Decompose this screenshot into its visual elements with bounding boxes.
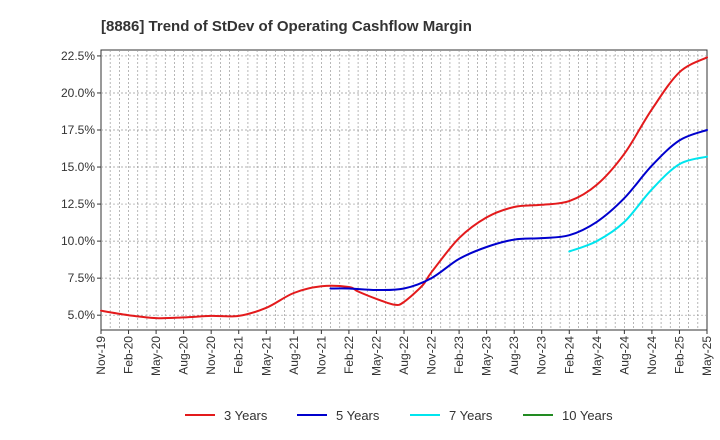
- chart-title: [8886] Trend of StDev of Operating Cashf…: [101, 18, 472, 35]
- x-tick-label: Feb-20: [122, 336, 136, 374]
- x-tick-label: Nov-19: [94, 336, 108, 375]
- x-tick-label: May-21: [259, 336, 273, 376]
- x-tick-label: Nov-24: [645, 336, 659, 375]
- x-tick-label: Aug-21: [287, 336, 301, 375]
- y-tick-label: 22.5%: [61, 49, 95, 63]
- x-tick-label: Feb-23: [452, 336, 466, 374]
- gridlines: [101, 50, 707, 330]
- legend-label-5-years: 5 Years: [336, 408, 380, 423]
- x-tick-label: Nov-22: [425, 336, 439, 375]
- series-line-5-years: [329, 129, 708, 292]
- x-tick-label: Feb-21: [232, 336, 246, 374]
- y-tick-label: 17.5%: [61, 123, 95, 137]
- y-tick-label: 12.5%: [61, 197, 95, 211]
- y-tick-label: 15.0%: [61, 160, 95, 174]
- y-tick-label: 5.0%: [68, 308, 96, 322]
- series-line-7-years: [568, 155, 708, 253]
- series-lines: [100, 56, 708, 320]
- y-tick-label: 7.5%: [68, 271, 96, 285]
- x-tick-label: Aug-20: [177, 336, 191, 375]
- x-tick-label: Nov-23: [535, 336, 549, 375]
- x-tick-label: Feb-24: [562, 336, 576, 374]
- y-tick-label: 10.0%: [61, 234, 95, 248]
- y-tick-label: 20.0%: [61, 86, 95, 100]
- x-tick-label: Feb-25: [672, 336, 686, 374]
- legend: 3 Years 5 Years 7 Years 10 Years: [185, 408, 613, 423]
- x-tick-label: Aug-24: [617, 336, 631, 375]
- legend-label-7-years: 7 Years: [449, 408, 493, 423]
- x-tick-label: Aug-22: [397, 336, 411, 375]
- x-tick-label: May-23: [480, 336, 494, 376]
- x-tick-label: Nov-21: [314, 336, 328, 375]
- x-tick-label: Feb-22: [342, 336, 356, 374]
- legend-label-3-years: 3 Years: [224, 408, 268, 423]
- x-tick-label: May-20: [149, 336, 163, 376]
- x-tick-label: May-24: [590, 336, 604, 376]
- legend-label-10-years: 10 Years: [562, 408, 613, 423]
- x-tick-label: May-25: [700, 336, 714, 376]
- y-axis: 5.0% 7.5% 10.0% 12.5% 15.0% 17.5% 20.0% 22.5%: [61, 49, 101, 322]
- series-line-3-years: [100, 56, 708, 320]
- x-tick-label: May-22: [369, 336, 383, 376]
- x-axis: Nov-19 Feb-20 May-20 Aug-20 Nov-20 Feb-21 May-…: [94, 330, 714, 376]
- x-tick-label: Nov-20: [204, 336, 218, 375]
- x-tick-label: Aug-23: [507, 336, 521, 375]
